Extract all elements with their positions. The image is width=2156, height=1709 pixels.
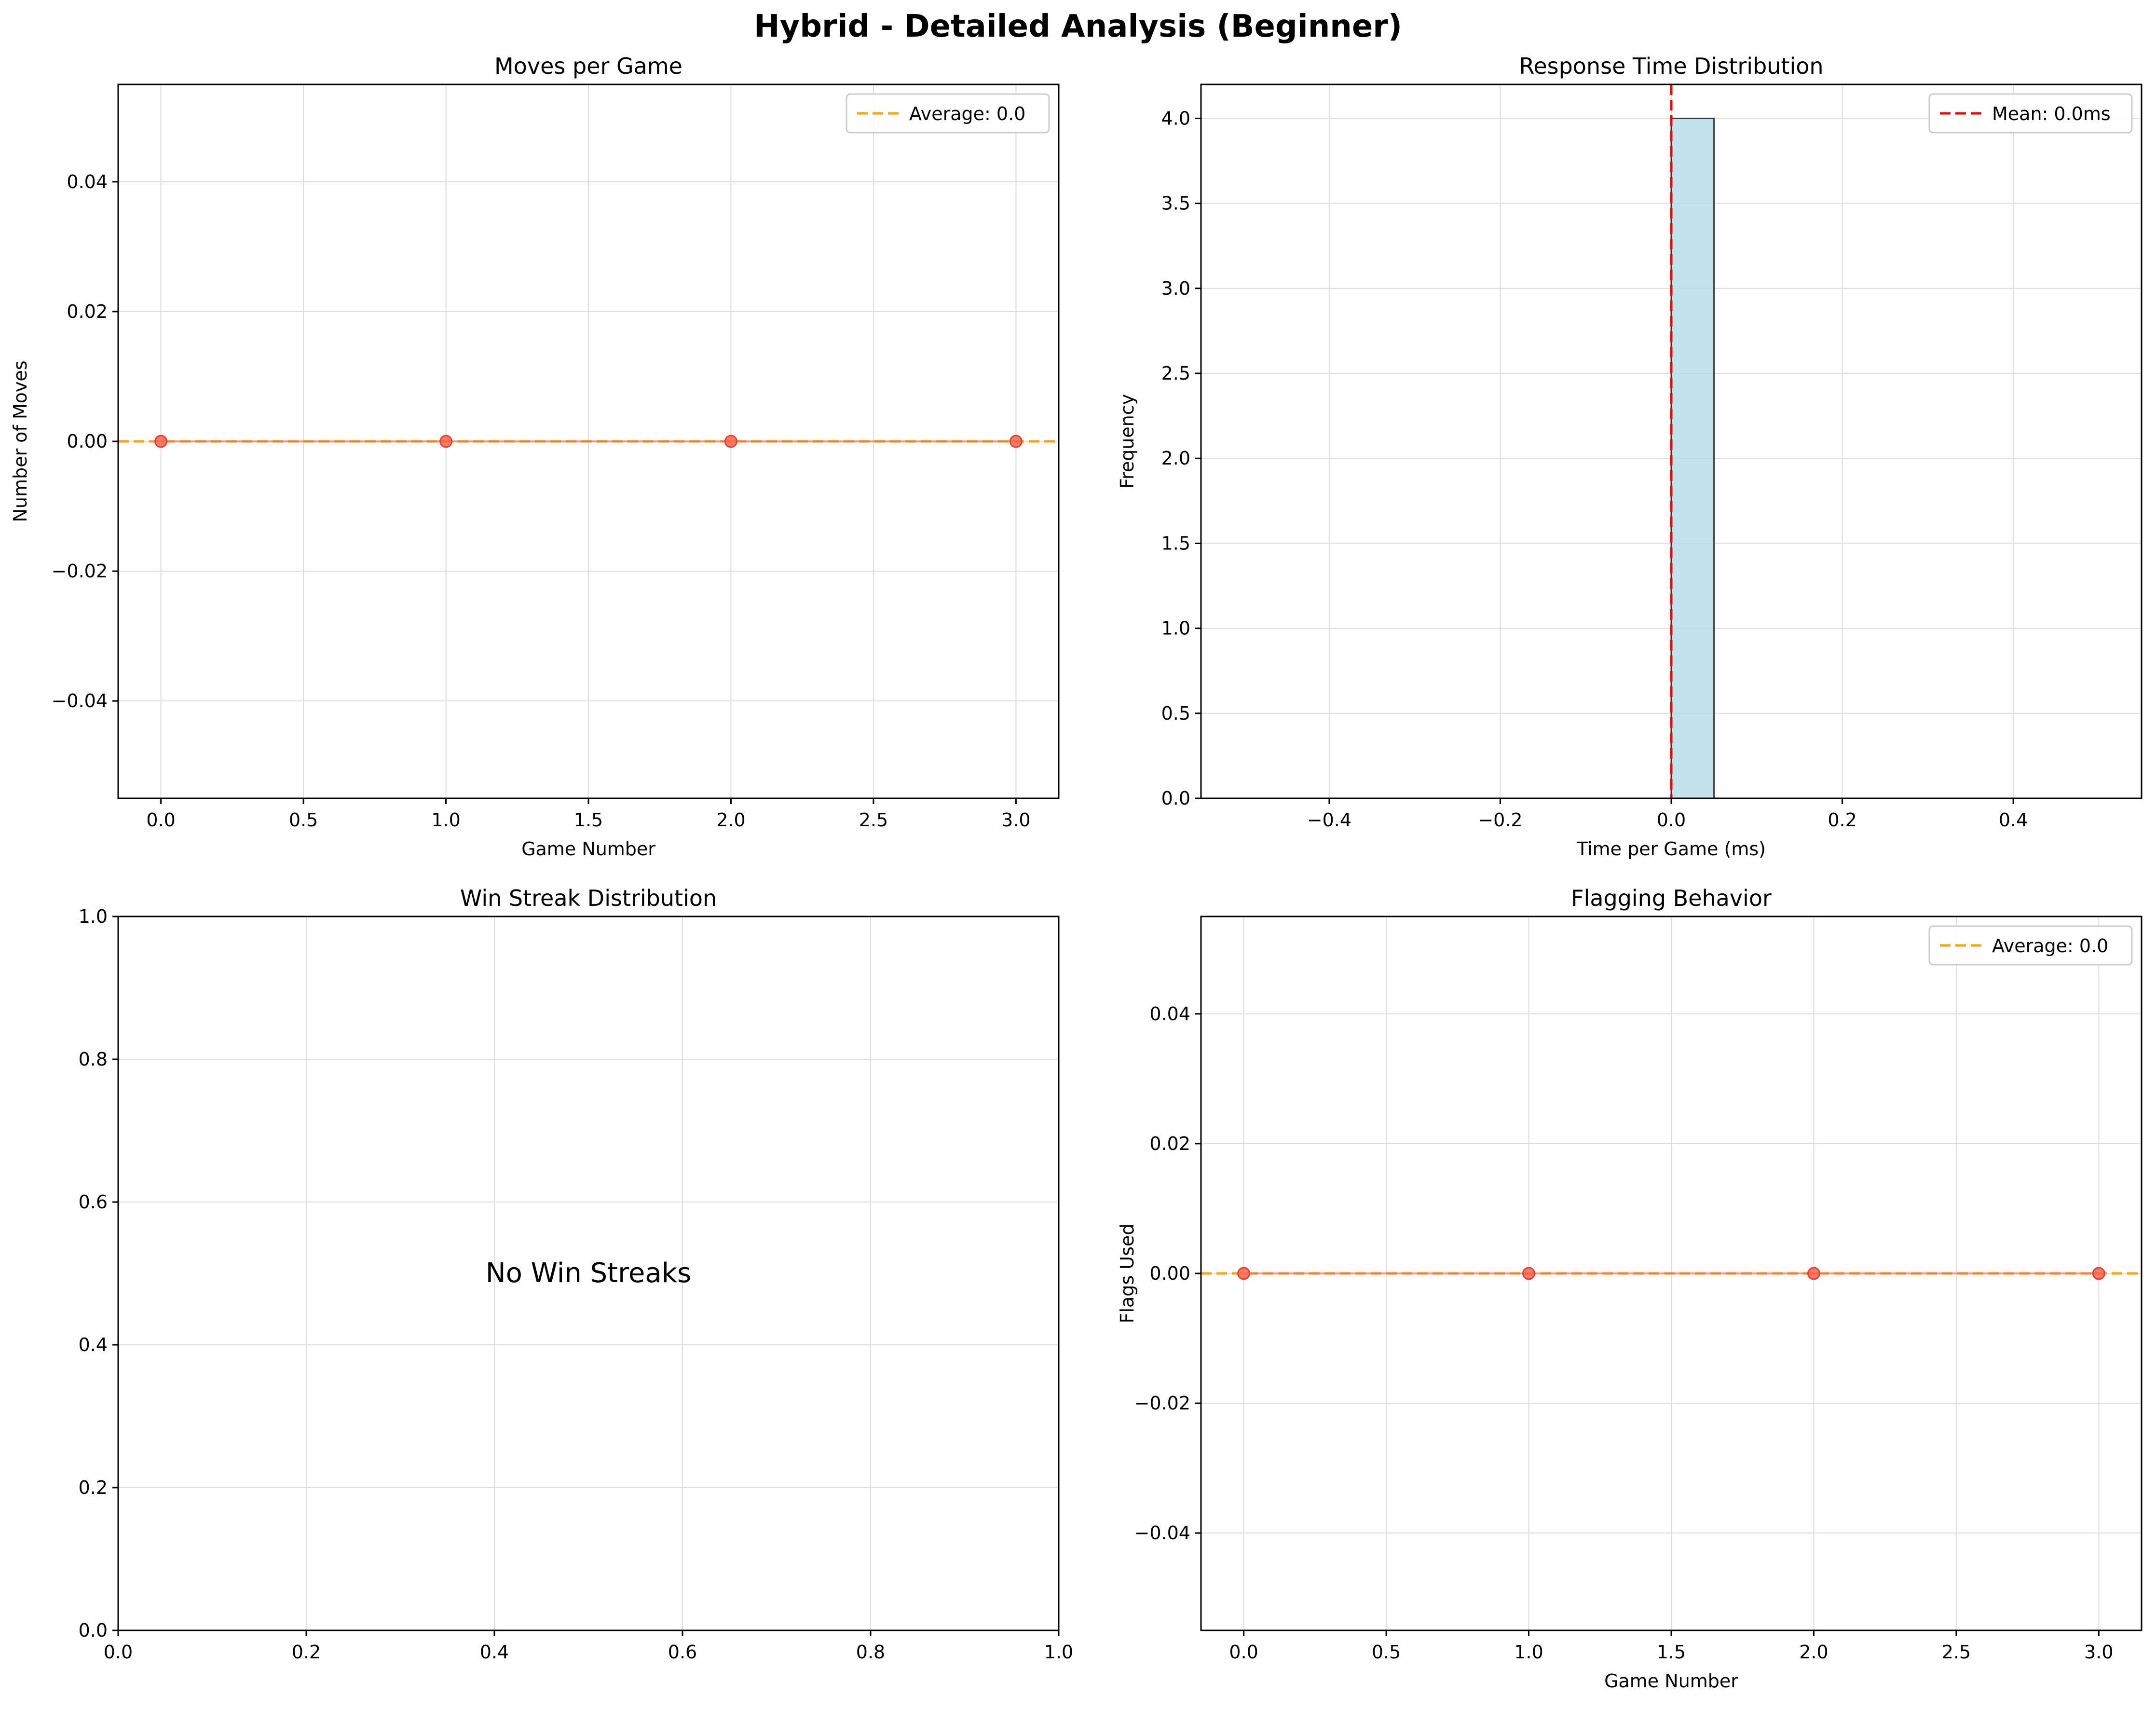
y-tick-label: 0.02 — [67, 301, 108, 322]
x-tick-label: 0.4 — [480, 1641, 509, 1663]
y-axis-label: Number of Moves — [10, 360, 31, 522]
data-point — [439, 435, 453, 448]
legend: Mean: 0.0ms — [1928, 93, 2133, 134]
y-tick-label: 0.2 — [79, 1477, 108, 1498]
x-axis-label: Time per Game (ms) — [1576, 838, 1766, 860]
legend-label: Average: 0.0 — [1992, 935, 2108, 957]
x-tick-label: 0.4 — [1999, 809, 2028, 831]
x-tick-label: 0.5 — [1372, 1641, 1401, 1663]
x-tick-label: 2.0 — [716, 809, 745, 831]
data-point — [724, 435, 737, 448]
x-tick-label: 0.0 — [146, 809, 175, 831]
y-tick-label: 0.00 — [67, 431, 108, 452]
legend-label: Average: 0.0 — [909, 103, 1025, 124]
x-tick-label: 1.0 — [1044, 1641, 1073, 1663]
x-axis-label: Game Number — [521, 838, 655, 860]
subplot-4: 0.0 0.5 1.0 1.5 2.0 2.5 3.0 −0.04 −0.02 0.00 0.02 0… — [1117, 885, 2142, 1692]
y-tick-label: 0.04 — [67, 171, 108, 192]
x-tick-label: 1.5 — [574, 809, 603, 831]
x-tick-label: 3.0 — [2084, 1641, 2113, 1663]
x-tick-label: 2.0 — [1799, 1641, 1828, 1663]
y-tick-label: 0.8 — [79, 1049, 108, 1070]
legend: Average: 0.0 — [1928, 925, 2133, 966]
x-tick-label: 2.5 — [1942, 1641, 1971, 1663]
y-tick-label: 0.0 — [79, 1620, 108, 1641]
x-tick-label: −0.4 — [1307, 809, 1351, 831]
y-tick-label: 0.4 — [79, 1334, 108, 1355]
x-tick-label: −0.2 — [1478, 809, 1522, 831]
data-point — [1522, 1267, 1536, 1280]
y-tick-label: 2.0 — [1161, 448, 1190, 469]
x-tick-label: 0.2 — [292, 1641, 321, 1663]
x-tick-label: 2.5 — [859, 809, 888, 831]
data-point — [1237, 1267, 1251, 1280]
legend-label: Mean: 0.0ms — [1992, 103, 2111, 124]
y-tick-label: −0.02 — [1134, 1393, 1190, 1414]
y-tick-label: 0.0 — [1161, 788, 1190, 809]
y-tick-label: 3.5 — [1161, 193, 1190, 214]
data-point — [2092, 1267, 2105, 1280]
x-tick-label: 0.2 — [1828, 809, 1856, 831]
axes-frame — [117, 916, 1060, 1631]
subplot-3: 0.0 0.2 0.4 0.6 0.8 1.0 0.0 0.2 0.4 0.6 0.8 1.0 Win … — [79, 885, 1074, 1663]
y-tick-label: 0.04 — [1149, 1003, 1190, 1025]
y-tick-label: −0.02 — [52, 561, 108, 582]
x-tick-label: 0.5 — [289, 809, 318, 831]
x-tick-label: 1.0 — [431, 809, 460, 831]
x-axis-label: Game Number — [1604, 1670, 1738, 1692]
histogram-bar — [1670, 117, 1715, 799]
data-point — [154, 435, 168, 448]
y-tick-label: 1.0 — [79, 906, 108, 927]
x-tick-label: 1.0 — [1514, 1641, 1543, 1663]
x-tick-label: 3.0 — [1001, 809, 1030, 831]
y-tick-label: 3.0 — [1161, 278, 1190, 299]
y-tick-label: 1.5 — [1161, 533, 1190, 554]
x-tick-label: 0.8 — [856, 1641, 885, 1663]
y-tick-label: 0.6 — [79, 1191, 108, 1213]
y-tick-label: 2.5 — [1161, 363, 1190, 384]
x-tick-label: 0.0 — [104, 1641, 133, 1663]
legend-box — [846, 93, 1050, 134]
legend-box — [1928, 93, 2133, 134]
y-tick-label: 4.0 — [1161, 108, 1190, 129]
subplot-title: Win Streak Distribution — [460, 885, 717, 911]
data-point — [1807, 1267, 1820, 1280]
y-tick-label: 0.00 — [1149, 1263, 1190, 1284]
legend: Average: 0.0 — [846, 93, 1050, 134]
x-tick-label: 0.6 — [668, 1641, 697, 1663]
figure-title: Hybrid - Detailed Analysis (Beginner) — [753, 9, 1403, 44]
y-axis-label: Frequency — [1117, 394, 1138, 489]
subplot-title: Flagging Behavior — [1571, 885, 1772, 911]
y-tick-label: 1.0 — [1161, 618, 1190, 639]
subplot-1: 0.0 0.5 1.0 1.5 2.0 2.5 3.0 −0.04 −0.02 0.00 0.02 0… — [10, 53, 1060, 860]
subplot-2: −0.4 −0.2 0.0 0.2 0.4 0.0 0.5 1.0 1.5 2.0 2.5 3.0 3.… — [1117, 53, 2142, 860]
subplot-title: Moves per Game — [494, 53, 682, 79]
subplot-title: Response Time Distribution — [1519, 53, 1823, 79]
empty-annotation: No Win Streaks — [486, 1258, 692, 1289]
x-tick-label: 1.5 — [1657, 1641, 1686, 1663]
y-tick-label: −0.04 — [52, 690, 108, 711]
y-axis-label: Flags Used — [1117, 1224, 1138, 1324]
y-tick-label: −0.04 — [1134, 1522, 1190, 1544]
x-tick-label: 0.0 — [1657, 809, 1686, 831]
data-point — [1009, 435, 1023, 448]
y-tick-label: 0.5 — [1161, 703, 1190, 724]
x-tick-label: 0.0 — [1229, 1641, 1258, 1663]
y-tick-label: 0.02 — [1149, 1133, 1190, 1154]
legend-box — [1928, 925, 2133, 966]
